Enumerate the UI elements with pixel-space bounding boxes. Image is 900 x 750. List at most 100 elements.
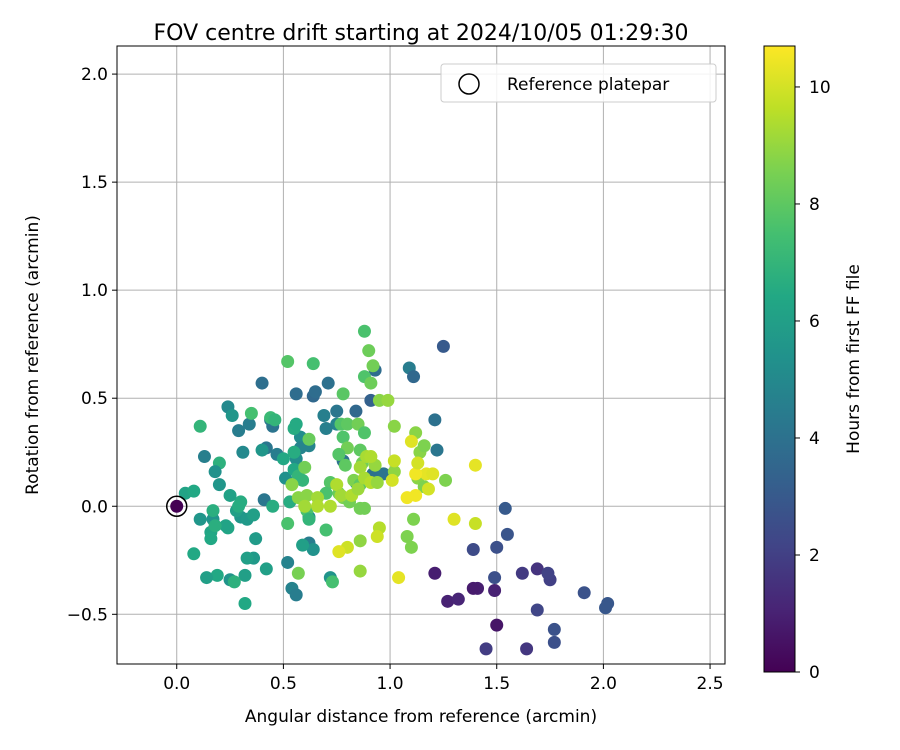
data-point — [289, 387, 303, 401]
data-point — [232, 424, 246, 438]
data-point — [255, 443, 269, 457]
data-point — [404, 540, 418, 554]
data-point — [200, 571, 214, 585]
data-point — [308, 385, 322, 399]
data-point — [466, 581, 480, 595]
data-point — [244, 406, 258, 420]
data-point — [498, 501, 512, 515]
colorbar-tick-label: 4 — [809, 429, 820, 449]
data-point — [411, 456, 425, 470]
data-point — [404, 434, 418, 448]
data-point — [407, 370, 421, 384]
data-point — [353, 534, 367, 548]
data-points — [165, 324, 615, 656]
data-point — [332, 545, 346, 559]
data-point — [236, 445, 250, 459]
data-point — [466, 542, 480, 556]
data-point — [357, 501, 371, 515]
colorbar: 0 2 4 6 8 10 Hours from first FF file — [763, 45, 864, 683]
data-point — [362, 344, 376, 358]
colorbar-tick-label: 10 — [809, 78, 831, 98]
data-point — [240, 551, 254, 565]
data-point — [268, 413, 282, 427]
data-point — [266, 499, 280, 513]
data-point — [225, 409, 239, 423]
legend-marker-reference — [458, 73, 480, 95]
data-point — [187, 484, 201, 498]
data-point — [291, 566, 305, 580]
colorbar-gradient — [763, 45, 796, 673]
x-tick-label: 2.5 — [697, 674, 724, 694]
data-point — [468, 458, 482, 472]
data-point — [300, 488, 314, 502]
data-point — [219, 519, 233, 533]
data-point — [319, 523, 333, 537]
colorbar-tick-label: 2 — [809, 546, 820, 566]
data-point — [325, 575, 339, 589]
data-point — [351, 482, 365, 496]
data-point — [488, 584, 502, 598]
data-point — [193, 419, 207, 433]
data-point — [193, 512, 207, 526]
data-point — [281, 354, 295, 368]
data-point — [439, 473, 453, 487]
data-point — [206, 504, 220, 518]
data-point — [387, 419, 401, 433]
data-point — [577, 586, 591, 600]
data-point — [323, 499, 337, 513]
data-point — [547, 635, 561, 649]
data-point — [370, 530, 384, 544]
data-point — [223, 488, 237, 502]
data-point — [441, 594, 455, 608]
data-point — [298, 499, 312, 513]
data-point — [530, 562, 544, 576]
data-point — [500, 527, 514, 541]
data-point — [281, 555, 295, 569]
x-tick-label: 1.5 — [483, 674, 510, 694]
data-point — [436, 339, 450, 353]
data-point — [541, 566, 555, 580]
data-point — [317, 409, 331, 423]
data-point — [447, 512, 461, 526]
data-point — [289, 417, 303, 431]
y-tick-label: 0.5 — [81, 389, 108, 409]
data-point — [488, 571, 502, 585]
data-point — [208, 519, 222, 533]
data-point — [364, 450, 378, 464]
data-point — [289, 588, 303, 602]
y-axis-ticks: −0.5 0.0 0.5 1.0 1.5 2.0 — [67, 65, 117, 625]
data-point — [232, 499, 246, 513]
y-tick-label: 2.0 — [81, 65, 108, 85]
data-point — [353, 564, 367, 578]
data-point — [212, 478, 226, 492]
data-point — [306, 542, 320, 556]
data-point — [332, 447, 346, 461]
data-point — [330, 404, 344, 418]
data-point — [187, 547, 201, 561]
data-point — [238, 596, 252, 610]
data-point — [599, 601, 613, 615]
data-point — [276, 452, 290, 466]
data-point — [330, 478, 344, 492]
data-point — [227, 575, 241, 589]
colorbar-label: Hours from first FF file — [844, 264, 864, 454]
data-point — [249, 532, 263, 546]
data-point — [366, 359, 380, 373]
colorbar-tick-label: 6 — [809, 312, 820, 332]
data-point — [204, 532, 218, 546]
data-point — [530, 603, 544, 617]
data-point — [400, 530, 414, 544]
data-point — [259, 562, 273, 576]
colorbar-tick-label: 0 — [809, 663, 820, 683]
data-point — [334, 488, 348, 502]
data-point — [302, 512, 316, 526]
x-tick-label: 0.5 — [270, 674, 297, 694]
data-point — [210, 568, 224, 582]
x-tick-label: 0.0 — [163, 674, 190, 694]
data-point — [385, 473, 399, 487]
data-point — [490, 540, 504, 554]
legend-box — [440, 63, 717, 103]
colorbar-tick-label: 8 — [809, 195, 820, 215]
x-tick-label: 1.0 — [377, 674, 404, 694]
data-point — [468, 517, 482, 531]
